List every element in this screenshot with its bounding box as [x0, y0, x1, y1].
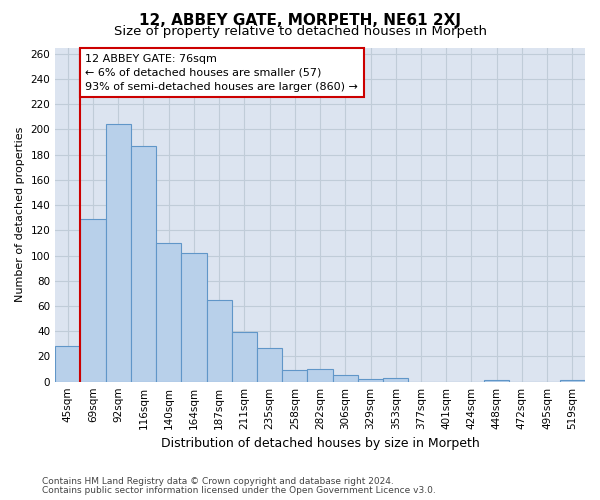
- Y-axis label: Number of detached properties: Number of detached properties: [15, 127, 25, 302]
- Bar: [156, 243, 181, 382]
- Bar: [106, 124, 131, 382]
- Bar: [358, 379, 383, 382]
- Bar: [560, 380, 585, 382]
- Bar: [332, 376, 358, 382]
- Text: Contains public sector information licensed under the Open Government Licence v3: Contains public sector information licen…: [42, 486, 436, 495]
- Bar: [55, 346, 80, 382]
- Text: 12 ABBEY GATE: 76sqm
← 6% of detached houses are smaller (57)
93% of semi-detach: 12 ABBEY GATE: 76sqm ← 6% of detached ho…: [85, 54, 358, 92]
- Bar: [307, 369, 332, 382]
- Text: Contains HM Land Registry data © Crown copyright and database right 2024.: Contains HM Land Registry data © Crown c…: [42, 477, 394, 486]
- Bar: [206, 300, 232, 382]
- Bar: [181, 253, 206, 382]
- Bar: [257, 348, 282, 382]
- Bar: [282, 370, 307, 382]
- Bar: [232, 332, 257, 382]
- X-axis label: Distribution of detached houses by size in Morpeth: Distribution of detached houses by size …: [161, 437, 479, 450]
- Text: 12, ABBEY GATE, MORPETH, NE61 2XJ: 12, ABBEY GATE, MORPETH, NE61 2XJ: [139, 12, 461, 28]
- Bar: [131, 146, 156, 382]
- Bar: [484, 380, 509, 382]
- Bar: [383, 378, 409, 382]
- Bar: [80, 219, 106, 382]
- Text: Size of property relative to detached houses in Morpeth: Size of property relative to detached ho…: [113, 25, 487, 38]
